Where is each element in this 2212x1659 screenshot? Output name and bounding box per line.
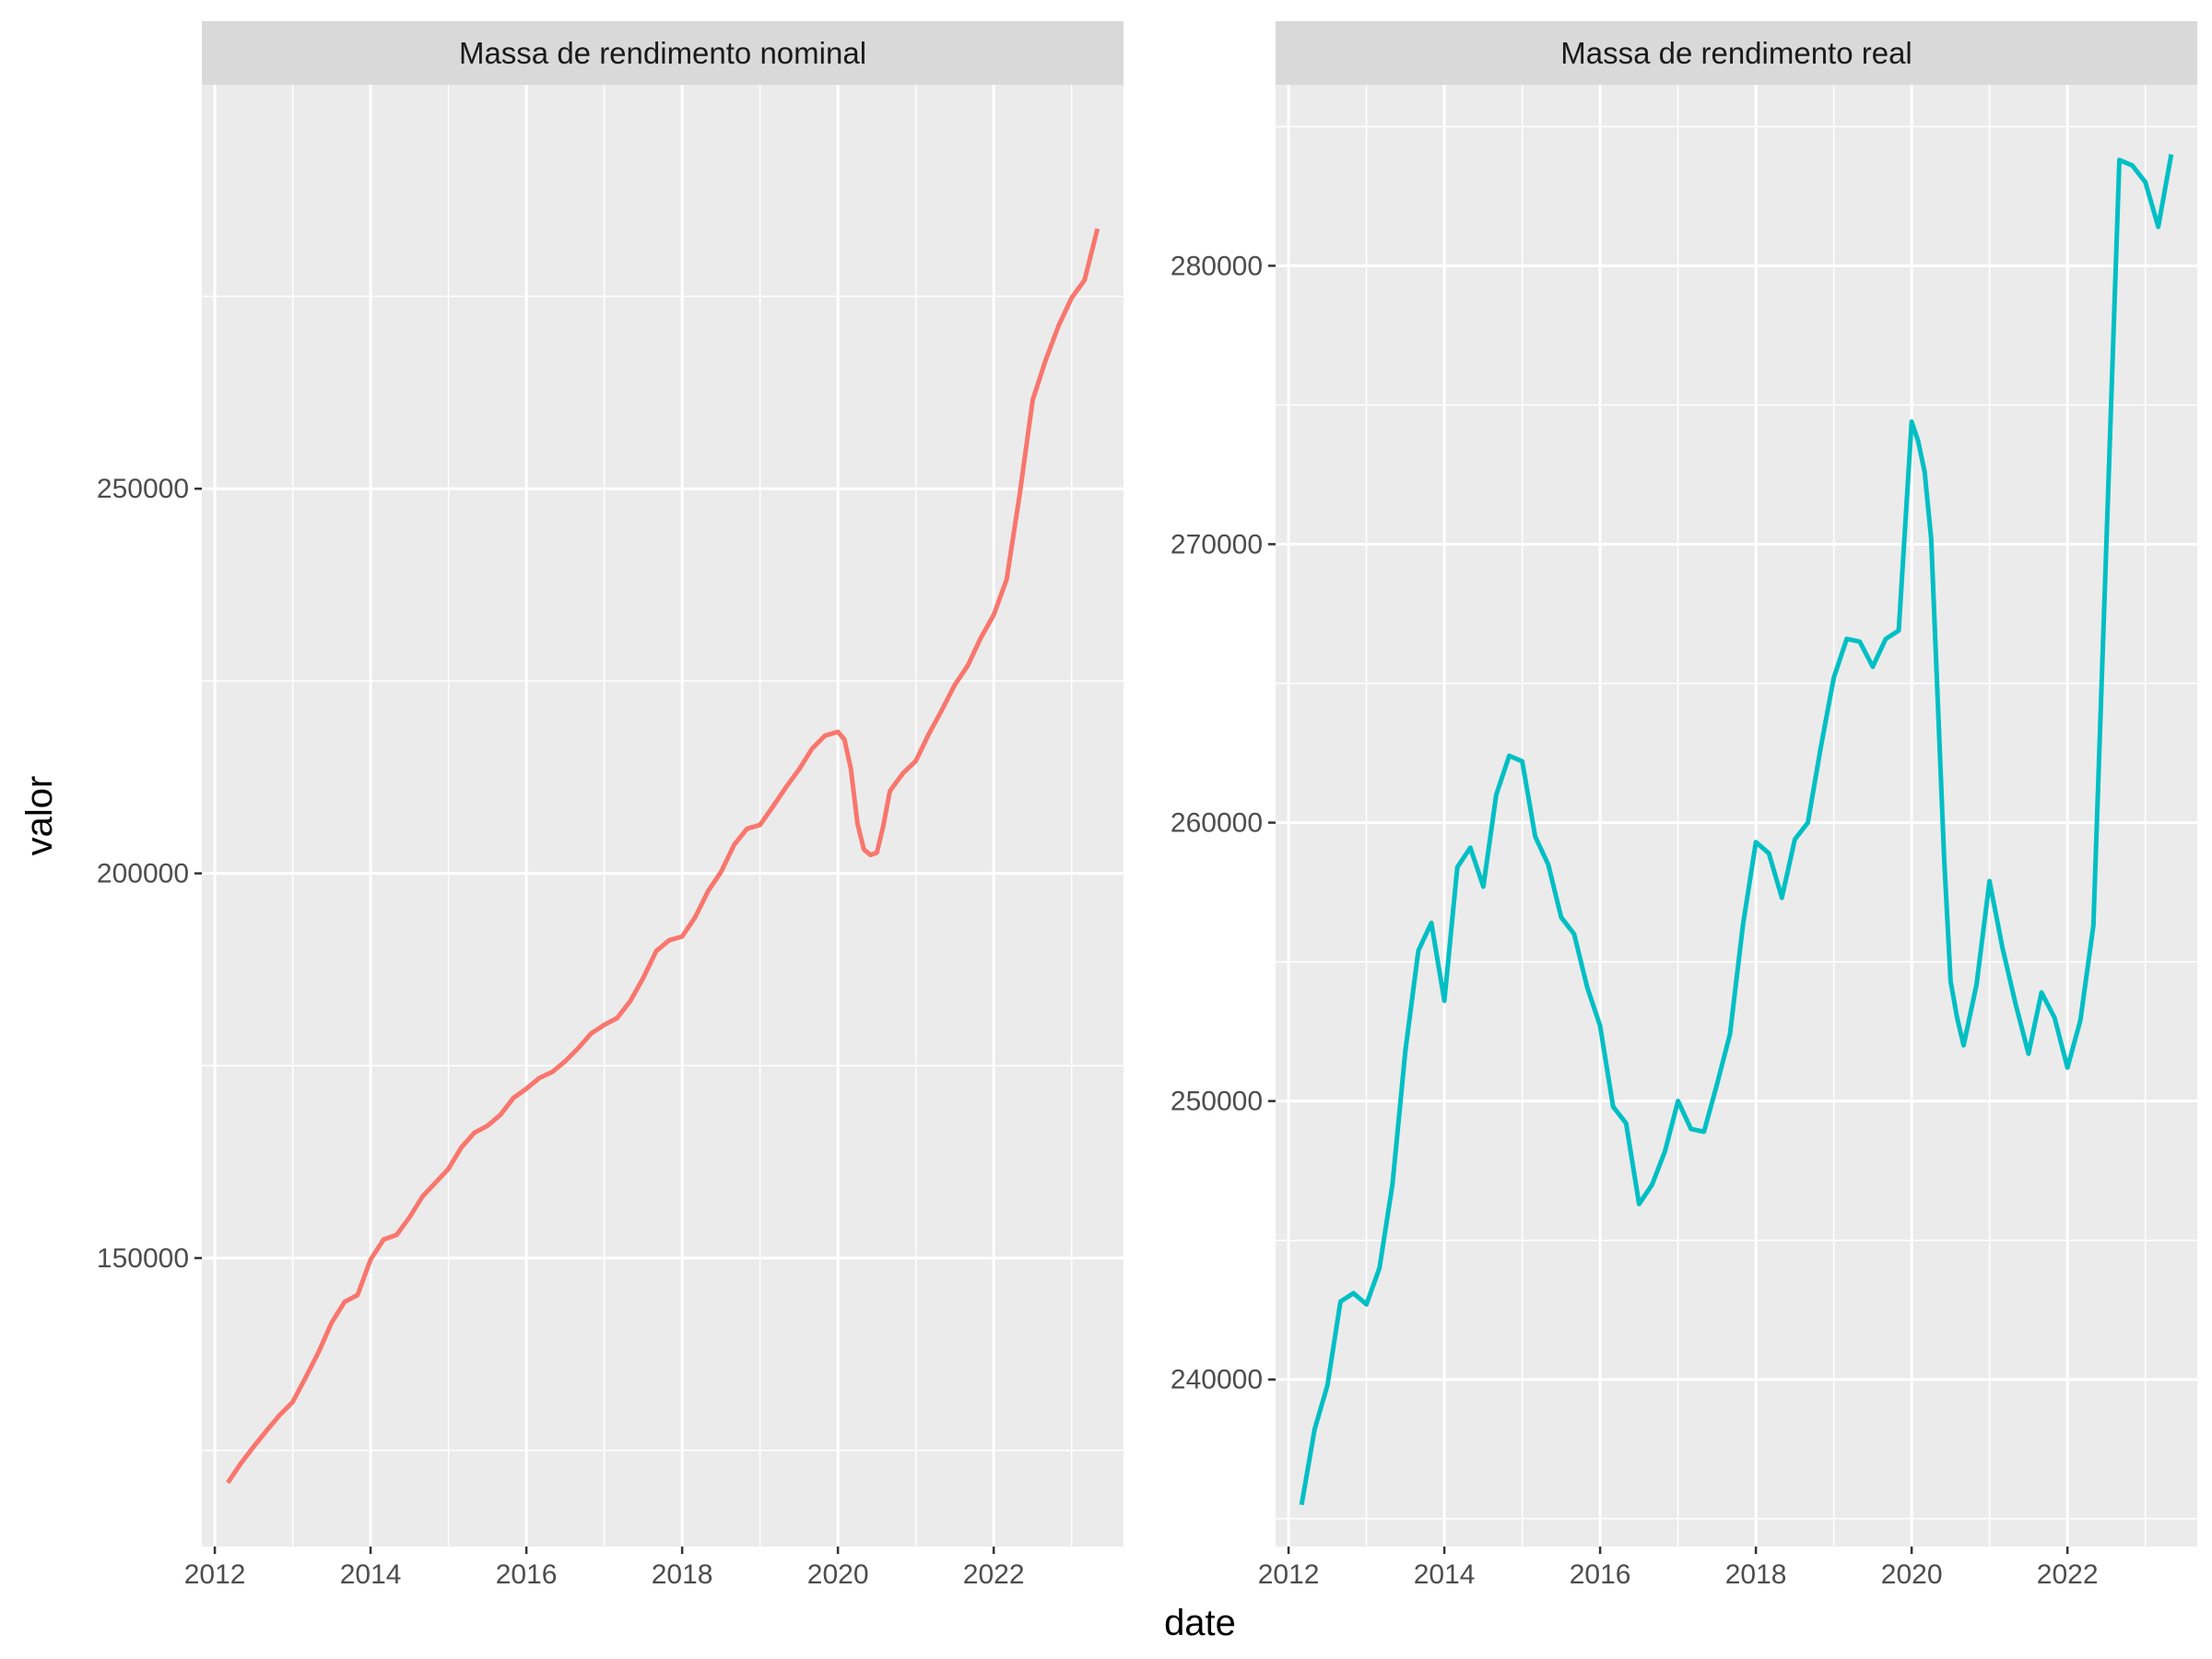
x-tick-label: 2016 xyxy=(496,1559,558,1590)
panel-background xyxy=(1276,85,2197,1547)
x-axis-ticks: 2012 2014 2016 2018 2020 2022 xyxy=(1258,1547,2099,1590)
y-tick-label: 250000 xyxy=(1171,1087,1263,1117)
y-tick-label: 270000 xyxy=(1171,529,1263,559)
series-line-nominal xyxy=(226,228,1100,1485)
y-axis-ticks: 240000 250000 260000 270000 280000 xyxy=(1171,251,1276,1395)
x-tick-label: 2014 xyxy=(340,1559,402,1590)
x-axis-ticks: 2012 2014 2016 2018 2020 2022 xyxy=(184,1547,1025,1590)
facet-strip-label: Massa de rendimento nominal xyxy=(459,36,866,70)
x-tick-label: 2018 xyxy=(652,1559,713,1590)
y-tick-label: 200000 xyxy=(97,859,189,889)
y-tick-label: 150000 xyxy=(97,1243,189,1274)
panel-real: Massa de rendimento real 2012 2014 2016 201… xyxy=(1171,21,2197,1590)
y-tick-label: 250000 xyxy=(97,474,189,504)
y-tick-label: 280000 xyxy=(1171,251,1263,281)
x-tick-label: 2016 xyxy=(1570,1559,1631,1590)
y-tick-label: 260000 xyxy=(1171,808,1263,839)
facet-strip-label: Massa de rendimento real xyxy=(1560,36,1912,70)
facet-strip xyxy=(202,21,1124,85)
x-tick-label: 2020 xyxy=(1881,1559,1943,1590)
gridlines xyxy=(1276,85,2197,1547)
x-tick-label: 2018 xyxy=(1725,1559,1787,1590)
y-tick-label: 240000 xyxy=(1171,1365,1263,1395)
series-line-real xyxy=(1299,154,2174,1506)
x-axis-title: date xyxy=(1164,1603,1236,1643)
y-axis-ticks: 150000 200000 250000 xyxy=(97,474,202,1274)
y-axis-title: valor xyxy=(19,776,60,856)
x-tick-label: 2022 xyxy=(2037,1559,2099,1590)
x-tick-label: 2020 xyxy=(807,1559,869,1590)
panel-background xyxy=(202,85,1124,1547)
x-tick-label: 2022 xyxy=(963,1559,1025,1590)
x-tick-label: 2012 xyxy=(184,1559,246,1590)
facet-strip xyxy=(1276,21,2197,85)
gridlines xyxy=(202,85,1124,1547)
x-tick-label: 2012 xyxy=(1258,1559,1320,1590)
panel-nominal: Massa de rendimento nominal 2012 2014 2016… xyxy=(97,21,1124,1590)
x-tick-label: 2014 xyxy=(1414,1559,1476,1590)
